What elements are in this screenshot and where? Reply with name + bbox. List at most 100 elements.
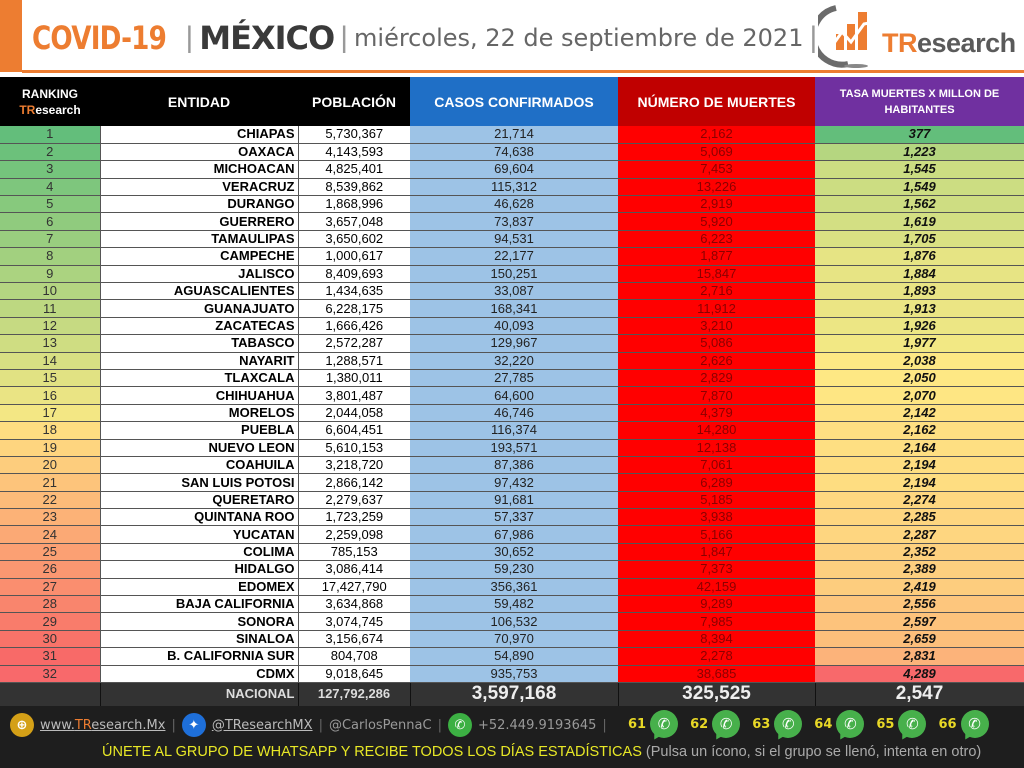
- table-row: 31 B. CALIFORNIA SUR 804,708 54,890 2,278 2,8…: [0, 647, 1024, 666]
- tasa-cell: 1,893: [815, 282, 1024, 301]
- whatsapp-group-button[interactable]: 61 ✆: [628, 710, 679, 738]
- table-row: 21 SAN LUIS POTOSI 2,866,142 97,432 6,289 2,1…: [0, 473, 1024, 492]
- casos-cell: 40,093: [410, 317, 618, 336]
- entidad-cell: EDOMEX: [100, 578, 299, 597]
- globe-icon: ⊕: [10, 713, 34, 737]
- rank-cell: 20: [0, 456, 101, 475]
- rank-cell: 21: [0, 473, 101, 492]
- muertes-cell: 7,985: [618, 612, 815, 631]
- tasa-cell: 1,619: [815, 212, 1024, 231]
- casos-cell: 97,432: [410, 473, 618, 492]
- tasa-cell: 2,142: [815, 404, 1024, 423]
- muertes-cell: 2,278: [618, 647, 815, 666]
- poblacion-cell: 8,539,862: [298, 178, 410, 197]
- table-row: 28 BAJA CALIFORNIA 3,634,868 59,482 9,289 2,5…: [0, 595, 1024, 614]
- whatsapp-icon[interactable]: ✆: [898, 710, 927, 738]
- tasa-cell: 2,556: [815, 595, 1024, 614]
- entidad-cell: CAMPECHE: [100, 247, 299, 266]
- table-header-row: RANKING TResearch ENTIDAD POBLACIÓN CASO…: [0, 77, 1024, 126]
- nacional-muertes: 325,525: [618, 682, 816, 706]
- muertes-cell: 42,159: [618, 578, 815, 597]
- table-body: 1 CHIAPAS 5,730,367 21,714 2,162 377 2 OAXACA 4,…: [0, 126, 1024, 684]
- entidad-cell: YUCATAN: [100, 525, 299, 544]
- casos-cell: 116,374: [410, 421, 618, 440]
- poblacion-cell: 2,572,287: [298, 334, 410, 353]
- tasa-cell: 1,884: [815, 265, 1024, 284]
- muertes-cell: 5,920: [618, 212, 815, 231]
- whatsapp-icon[interactable]: ✆: [650, 710, 679, 738]
- whatsapp-icon[interactable]: ✆: [960, 710, 989, 738]
- casos-cell: 73,837: [410, 212, 618, 231]
- tasa-cell: 1,876: [815, 247, 1024, 266]
- contact-bar: ⊕ www.TResearch.Mx | ✦ @TResearchMX | @C…: [10, 712, 613, 738]
- poblacion-cell: 5,610,153: [298, 439, 410, 457]
- poblacion-cell: 4,825,401: [298, 160, 410, 179]
- entidad-cell: NUEVO LEON: [100, 439, 299, 457]
- rank-cell: 18: [0, 421, 101, 440]
- title-separator: |: [185, 21, 194, 54]
- tasa-cell: 2,274: [815, 491, 1024, 510]
- whatsapp-group-button[interactable]: 63 ✆: [752, 710, 803, 738]
- entidad-cell: TLAXCALA: [100, 369, 299, 388]
- table-row: 4 VERACRUZ 8,539,862 115,312 13,226 1,549: [0, 178, 1024, 197]
- casos-cell: 87,386: [410, 456, 618, 475]
- casos-cell: 21,714: [410, 126, 618, 144]
- accent-bar: [0, 0, 22, 72]
- entidad-cell: QUINTANA ROO: [100, 508, 299, 527]
- muertes-cell: 14,280: [618, 421, 815, 440]
- nacional-label: NACIONAL: [100, 682, 299, 706]
- table-row: 17 MORELOS 2,044,058 46,746 4,379 2,142: [0, 404, 1024, 423]
- muertes-cell: 11,912: [618, 299, 815, 318]
- header-entidad: ENTIDAD: [100, 77, 298, 126]
- separator: |: [171, 717, 176, 733]
- whatsapp-group-button[interactable]: 62 ✆: [690, 710, 741, 738]
- rank-cell: 10: [0, 282, 101, 301]
- whatsapp-group-button[interactable]: 65 ✆: [876, 710, 927, 738]
- tasa-cell: 2,050: [815, 369, 1024, 388]
- casos-cell: 32,220: [410, 352, 618, 370]
- entidad-cell: DURANGO: [100, 195, 299, 214]
- casos-cell: 168,341: [410, 299, 618, 318]
- whatsapp-icon[interactable]: ✆: [774, 710, 803, 738]
- poblacion-cell: 4,143,593: [298, 143, 410, 162]
- rank-cell: 27: [0, 578, 101, 597]
- whatsapp-icon[interactable]: ✆: [836, 710, 865, 738]
- muertes-cell: 6,289: [618, 473, 815, 492]
- entidad-cell: AGUASCALIENTES: [100, 282, 299, 301]
- header-casos: CASOS CONFIRMADOS: [410, 77, 618, 126]
- tasa-cell: 1,926: [815, 317, 1024, 336]
- casos-cell: 33,087: [410, 282, 618, 301]
- entidad-cell: B. CALIFORNIA SUR: [100, 647, 299, 666]
- table-row: 10 AGUASCALIENTES 1,434,635 33,087 2,716 1,89…: [0, 282, 1024, 301]
- twitter-link[interactable]: @TResearchMX: [211, 717, 313, 733]
- report-date: miércoles, 22 de septiembre de 2021: [354, 24, 804, 52]
- casos-cell: 30,652: [410, 543, 618, 562]
- whatsapp-group-button[interactable]: 66 ✆: [938, 710, 989, 738]
- casos-cell: 54,890: [410, 647, 618, 666]
- website-link[interactable]: www.TResearch.Mx: [40, 717, 166, 733]
- tasa-cell: 4,289: [815, 665, 1024, 684]
- muertes-cell: 5,086: [618, 334, 815, 353]
- casos-cell: 57,337: [410, 508, 618, 527]
- poblacion-cell: 9,018,645: [298, 665, 410, 684]
- separator: |: [602, 717, 607, 733]
- muertes-cell: 38,685: [618, 665, 815, 684]
- title-separator: |: [340, 21, 349, 54]
- rank-cell: 3: [0, 160, 101, 179]
- rank-cell: 8: [0, 247, 101, 266]
- nacional-tasa: 2,547: [815, 682, 1024, 706]
- whatsapp-icon[interactable]: ✆: [712, 710, 741, 738]
- muertes-cell: 7,373: [618, 560, 815, 579]
- whatsapp-cta: ÚNETE AL GRUPO DE WHATSAPP Y RECIBE TODO…: [102, 744, 981, 760]
- muertes-cell: 6,223: [618, 230, 815, 249]
- entidad-cell: OAXACA: [100, 143, 299, 162]
- table-row: 27 EDOMEX 17,427,790 356,361 42,159 2,419: [0, 578, 1024, 597]
- whatsapp-group-button[interactable]: 64 ✆: [814, 710, 865, 738]
- muertes-cell: 7,453: [618, 160, 815, 179]
- poblacion-cell: 1,666,426: [298, 317, 410, 336]
- entidad-cell: VERACRUZ: [100, 178, 299, 197]
- group-number: 64: [814, 716, 833, 732]
- table-row: 9 JALISCO 8,409,693 150,251 15,847 1,884: [0, 265, 1024, 284]
- casos-cell: 935,753: [410, 665, 618, 684]
